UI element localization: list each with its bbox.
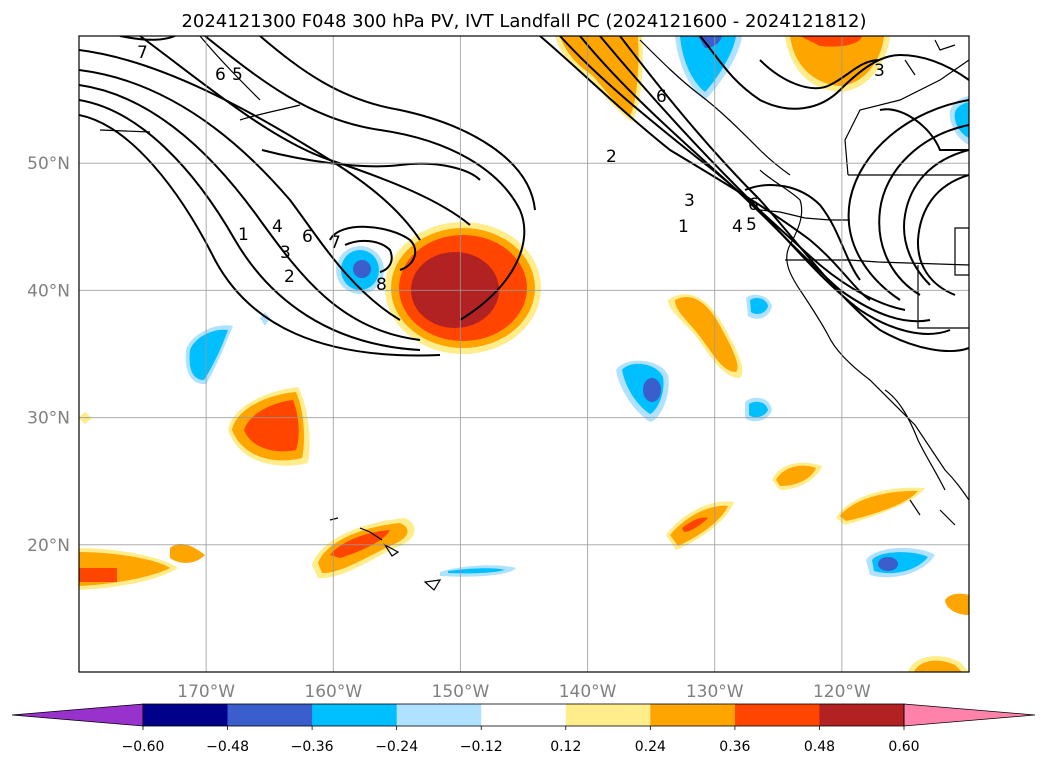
contour-label: 1: [678, 217, 689, 237]
lat-tick-label: 30°N: [27, 409, 70, 429]
colorbar-segment: [734, 704, 820, 726]
lon-tick-label: 170°W: [177, 682, 235, 702]
negative-anomaly-east-2: [745, 294, 772, 422]
lon-tick-label: 160°W: [304, 682, 362, 702]
contour-label: 5: [232, 65, 243, 85]
contour-label: 4: [732, 217, 743, 237]
negative-anomaly-south: [440, 565, 516, 577]
lon-tick-label: 140°W: [559, 682, 617, 702]
contour-label: 6: [302, 227, 313, 247]
contour-label: 6: [215, 65, 226, 85]
colorbar-extend-max: [903, 703, 1036, 727]
map-area: 7 6 5 1 4 3 2 6 7 8 2 3 1 4 5 6 3 6: [78, 35, 970, 673]
pv-contour-labels: 7 6 5 1 4 3 2 6 7 8 2 3 1 4 5 6 3 6: [137, 43, 885, 295]
contour-label: 8: [376, 275, 387, 295]
colorbar-segment: [565, 704, 651, 726]
contour-label: 3: [874, 61, 885, 81]
colorbar-tick-label: 0.60: [888, 739, 919, 755]
contour-label: 2: [606, 147, 617, 167]
contour-label: 7: [137, 43, 148, 63]
lon-tick-label: 150°W: [432, 682, 490, 702]
colorbar-segment: [227, 704, 313, 726]
latitude-tick-labels: 20°N 30°N 40°N 50°N: [27, 154, 70, 556]
lon-tick-label: 120°W: [813, 682, 871, 702]
longitude-tick-labels: 170°W 160°W 150°W 140°W 130°W 120°W: [177, 682, 871, 702]
contour-label: 1: [238, 225, 249, 245]
lon-tick-label: 130°W: [686, 682, 744, 702]
coastlines: [99, 36, 969, 591]
contour-label: 2: [284, 267, 295, 287]
colorbar-tick-label: −0.24: [375, 739, 418, 755]
colorbar-segment: [481, 704, 567, 726]
positive-anomaly-east-2: [666, 462, 925, 550]
colorbar-tick-label: 0.36: [719, 739, 750, 755]
colorbar: −0.60 −0.48 −0.36 −0.24 −0.12 0.12 0.24 0.36 0.4…: [11, 703, 1036, 755]
colorbar-segment: [312, 704, 398, 726]
colorbar-segment: [819, 704, 905, 726]
chart-title: 2024121300 F048 300 hPa PV, IVT Landfall…: [181, 11, 866, 32]
negative-anomaly-east-1: [616, 360, 669, 422]
positive-anomaly-east-1: [668, 294, 743, 378]
positive-anomaly-west-edge: [79, 544, 205, 590]
colorbar-segment: [650, 704, 736, 726]
lat-tick-label: 40°N: [27, 281, 70, 301]
lat-tick-label: 20°N: [27, 536, 70, 556]
colorbar-tick-label: −0.12: [460, 739, 503, 755]
colorbar-segment: [396, 704, 482, 726]
contour-label: 3: [684, 191, 695, 211]
pv-contours: [79, 36, 969, 357]
colorbar-extend-min: [11, 703, 144, 727]
gridlines: [79, 36, 969, 672]
lat-tick-label: 50°N: [27, 154, 70, 174]
colorbar-tick-label: 0.12: [550, 739, 581, 755]
positive-anomaly-hawaii: [312, 518, 415, 579]
positive-anomaly-main: [385, 222, 541, 354]
contour-label: 4: [272, 217, 283, 237]
contour-label: 6: [748, 195, 759, 215]
positive-anomaly-west: [228, 387, 310, 466]
map-frame: [78, 35, 970, 673]
colorbar-tick-label: 0.48: [804, 739, 835, 755]
colorbar-frame: [142, 703, 905, 727]
colorbar-segment: [143, 704, 229, 726]
contour-label: 6: [656, 87, 667, 107]
colorbar-tick-label: −0.48: [206, 739, 249, 755]
colorbar-tick-label: −0.36: [291, 739, 334, 755]
negative-anomaly-east-3: [866, 548, 935, 578]
negative-anomaly-west: [185, 325, 233, 385]
colorbar-tick-label: 0.24: [635, 739, 666, 755]
contour-label: 5: [746, 215, 757, 235]
map-background: [79, 36, 969, 672]
contour-label: 3: [280, 243, 291, 263]
colorbar-tick-label: −0.60: [122, 739, 165, 755]
contour-label: 7: [330, 233, 341, 253]
